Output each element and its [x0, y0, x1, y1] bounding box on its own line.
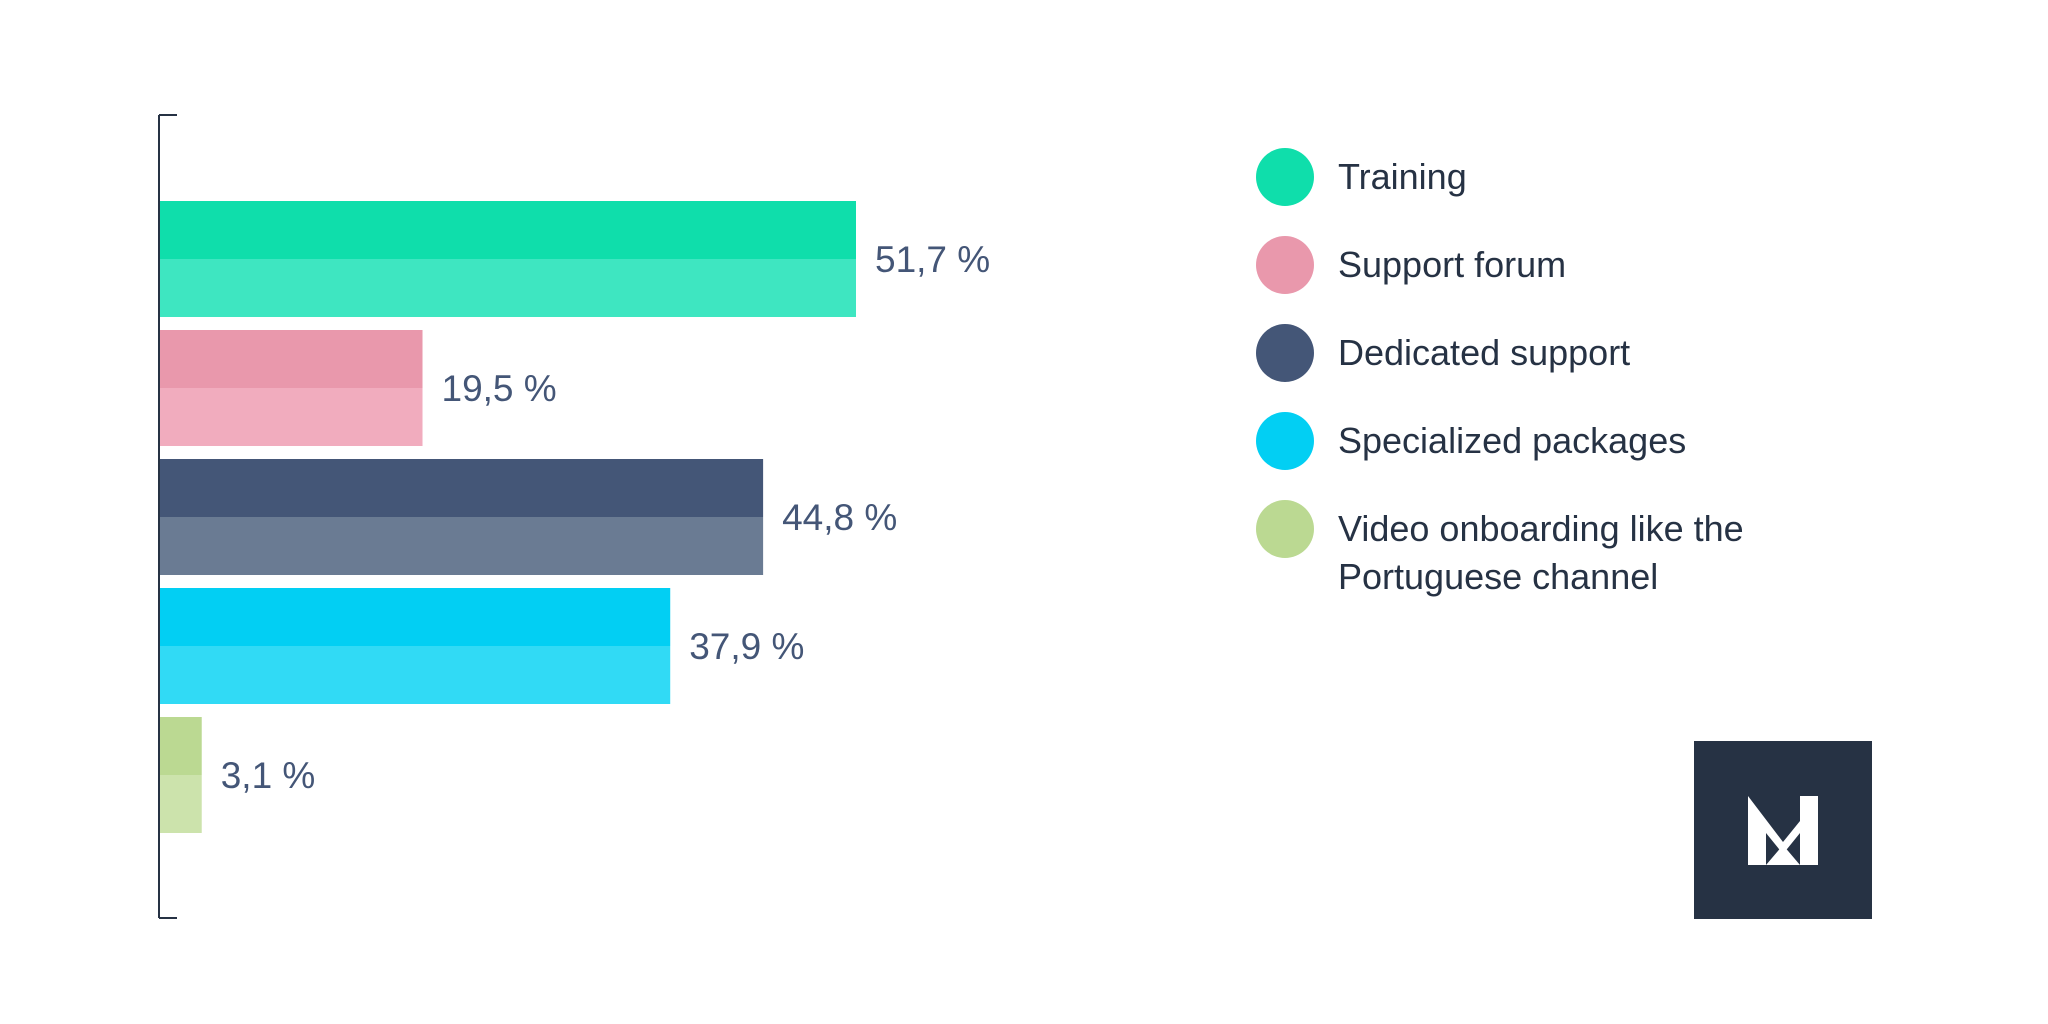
bar-video-onboarding-top	[160, 717, 202, 775]
bar-support-forum-bottom	[160, 388, 423, 446]
legend-swatch-dedicated-support	[1256, 324, 1314, 382]
bar-training: 51,7 %	[160, 201, 990, 317]
value-label-specialized-packages: 37,9 %	[689, 626, 804, 667]
bar-training-top	[160, 201, 856, 259]
value-label-dedicated-support: 44,8 %	[782, 497, 897, 538]
legend-swatch-video-onboarding	[1256, 500, 1314, 558]
bar-dedicated-support: 44,8 %	[160, 459, 897, 575]
bars-layer: 51,7 % 19,5 % 44,8 % 37,9 % 3,1 %	[160, 201, 990, 833]
legend-item-training: Training	[1256, 148, 1876, 206]
bar-training-bottom	[160, 259, 856, 317]
legend-item-video-onboarding: Video onboarding like the Portuguese cha…	[1256, 500, 1876, 601]
bar-support-forum: 19,5 %	[160, 330, 557, 446]
value-label-support-forum: 19,5 %	[442, 368, 557, 409]
legend-label-video-onboarding: Video onboarding like the Portuguese cha…	[1338, 508, 1744, 597]
legend-swatch-support-forum	[1256, 236, 1314, 294]
legend: Training Support forum Dedicated support…	[1256, 148, 1876, 631]
bar-specialized-packages-top	[160, 588, 671, 646]
legend-label-training: Training	[1338, 156, 1467, 197]
legend-item-dedicated-support: Dedicated support	[1256, 324, 1876, 382]
legend-label-dedicated-support: Dedicated support	[1338, 332, 1631, 373]
bar-video-onboarding-bottom	[160, 775, 202, 833]
logo-mark	[1748, 796, 1818, 865]
nm-monogram-logo-icon	[1694, 741, 1872, 919]
legend-swatch-training	[1256, 148, 1314, 206]
value-label-video-onboarding: 3,1 %	[221, 755, 316, 796]
bar-video-onboarding: 3,1 %	[160, 717, 315, 833]
legend-item-specialized-packages: Specialized packages	[1256, 412, 1876, 470]
value-label-training: 51,7 %	[875, 239, 990, 280]
legend-swatch-specialized-packages	[1256, 412, 1314, 470]
legend-label-support-forum: Support forum	[1338, 244, 1567, 285]
bar-specialized-packages: 37,9 %	[160, 588, 804, 704]
logo-mark-path	[1748, 796, 1818, 865]
legend-label-specialized-packages: Specialized packages	[1338, 420, 1687, 461]
bar-dedicated-support-bottom	[160, 517, 764, 575]
legend-item-support-forum: Support forum	[1256, 236, 1876, 294]
bar-dedicated-support-top	[160, 459, 764, 517]
bar-support-forum-top	[160, 330, 423, 388]
bar-specialized-packages-bottom	[160, 646, 671, 704]
